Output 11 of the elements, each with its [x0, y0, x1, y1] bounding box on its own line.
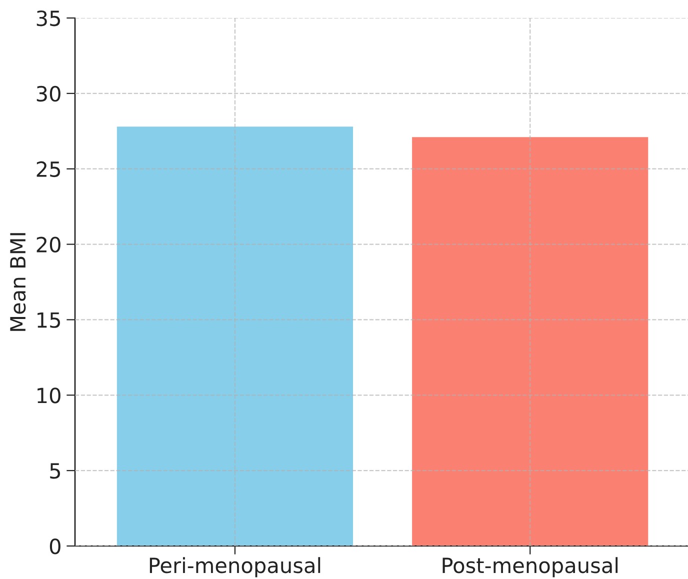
y-tick-label: 25 [36, 161, 60, 178]
y-tick-label: 15 [38, 312, 60, 328]
x-tick-label: Peri-menopausal [150, 557, 320, 578]
y-tick-label: 5 [50, 463, 60, 479]
y-tick-label: 10 [38, 388, 60, 404]
x-tick-label: Post-menopausal [442, 557, 618, 578]
y-tick-label: 20 [36, 236, 60, 252]
y-tick-label: 35 [36, 10, 60, 26]
y-tick-label: 30 [36, 86, 60, 102]
y-axis-title: Mean BMI [10, 233, 26, 331]
y-tick-label: 0 [50, 538, 60, 554]
